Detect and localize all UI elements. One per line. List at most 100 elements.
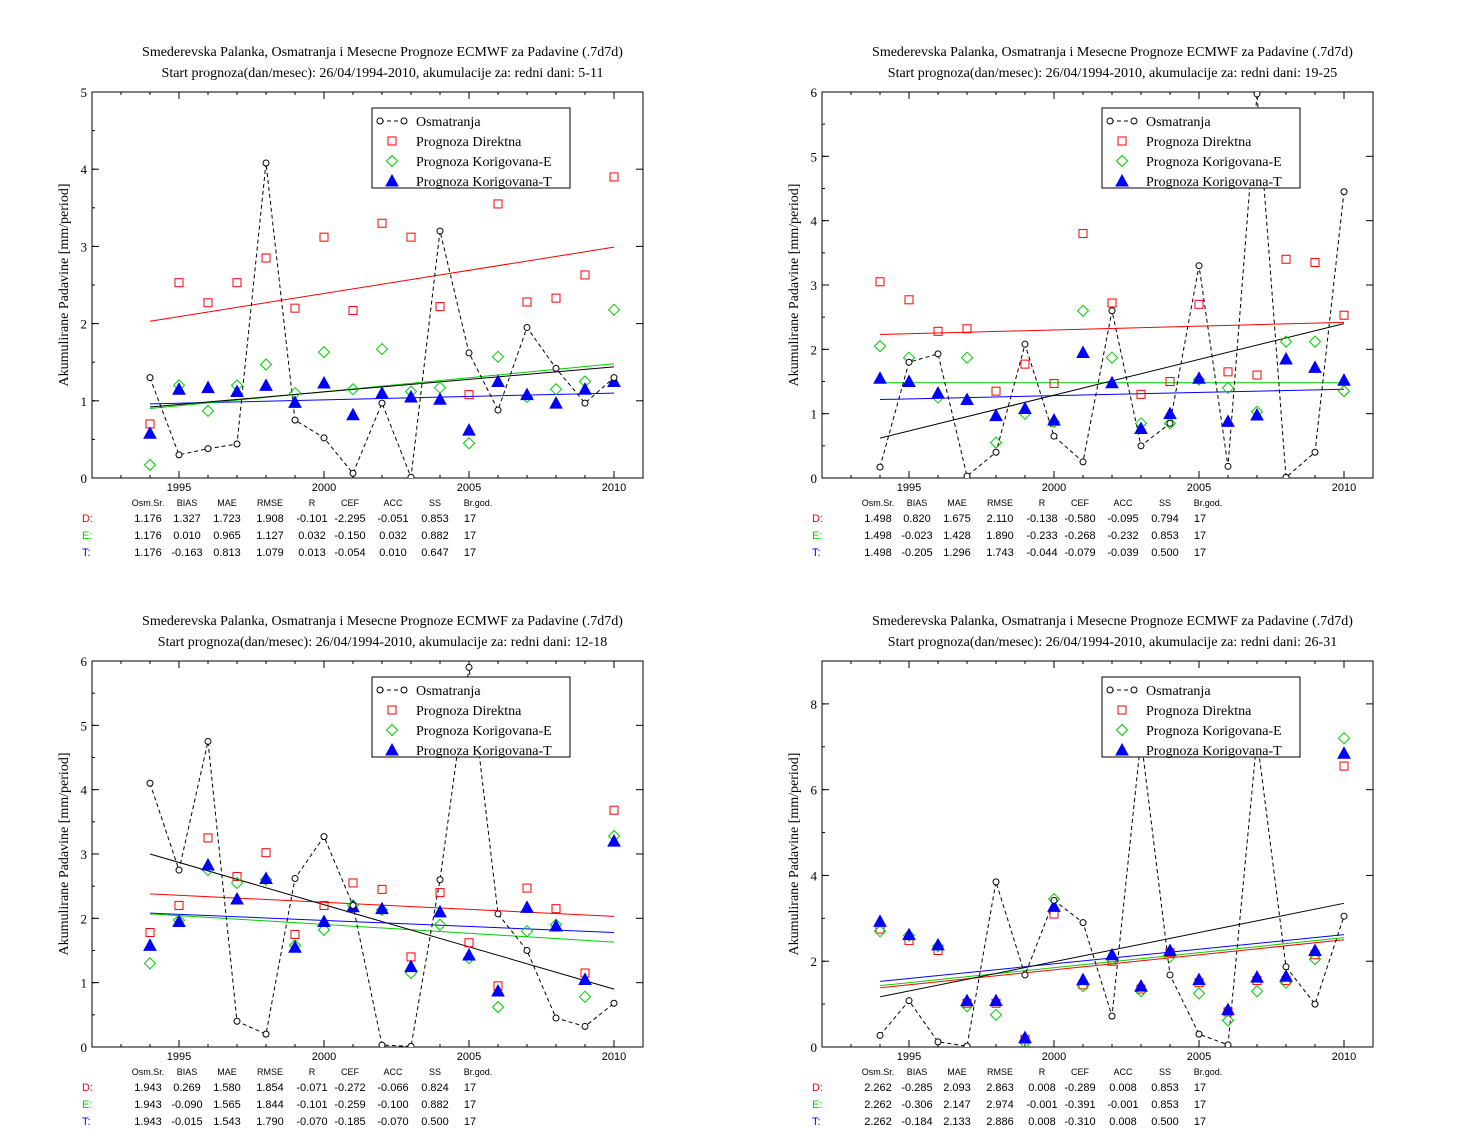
point-obs: [1167, 420, 1173, 426]
point-direct: [552, 294, 560, 302]
stats-row-label: D:: [82, 1082, 93, 1094]
point-obs: [379, 400, 385, 406]
stats-cell: 1.327: [173, 513, 201, 525]
stats-cell: -0.054: [334, 547, 365, 559]
stats-cell: 1.723: [213, 513, 241, 525]
x-tick-label: 1995: [897, 482, 921, 494]
point-corrT: [376, 387, 388, 398]
point-obs: [1283, 474, 1289, 480]
chart-title: Smederevska Palanka, Osmatranja i Mesecn…: [872, 614, 1353, 629]
stats-header: Osm.Sr.: [132, 1067, 165, 1077]
stats-cell: 2.262: [864, 1099, 892, 1111]
point-direct: [291, 304, 299, 312]
point-direct: [349, 306, 357, 314]
stats-cell: -0.070: [377, 1116, 408, 1128]
point-obs: [553, 1015, 559, 1021]
point-obs: [350, 902, 356, 908]
stats-cell: 0.965: [213, 530, 241, 542]
stats-cell: 0.882: [421, 530, 449, 542]
stats-cell: 1.890: [986, 530, 1014, 542]
point-obs: [1196, 263, 1202, 269]
legend-marker: [401, 118, 407, 124]
point-obs: [408, 1043, 414, 1049]
point-obs: [234, 1018, 240, 1024]
point-corrT: [289, 396, 301, 407]
point-corrE: [464, 438, 475, 449]
stats-cell: 0.853: [421, 513, 449, 525]
stats-cell: 1.844: [256, 1099, 284, 1111]
legend-marker: [1107, 687, 1113, 693]
point-obs: [321, 435, 327, 441]
point-obs: [495, 407, 501, 413]
stats-table: Osm.Sr. BIAS MAE RMSE R CEF ACC SS Br.god. D: 1.17…: [82, 498, 492, 559]
stats-cell: 1.675: [943, 513, 971, 525]
point-direct: [1166, 378, 1174, 386]
point-obs: [1312, 1001, 1318, 1007]
stats-cell: 2.262: [864, 1116, 892, 1128]
point-obs: [1022, 972, 1028, 978]
legend-label: Prognoza Korigovana-E: [1146, 155, 1282, 170]
stats-cell: 17: [464, 530, 476, 542]
legend-label: Prognoza Direktna: [1146, 135, 1252, 150]
point-obs: [321, 834, 327, 840]
stats-cell: -0.044: [1026, 547, 1057, 559]
point-obs: [524, 324, 530, 330]
stats-row-label: T:: [82, 547, 91, 559]
x-tick-label: 2005: [1187, 1051, 1211, 1063]
stats-cell: -0.051: [377, 513, 408, 525]
point-obs: [611, 1000, 617, 1006]
chart-panel-1: Smederevska Palanka, Osmatranja i Mesecn…: [57, 45, 643, 559]
point-obs: [1109, 1013, 1115, 1019]
point-corrE: [875, 341, 886, 352]
point-corrE: [1194, 988, 1205, 999]
point-obs: [553, 365, 559, 371]
stats-cell: -0.138: [1026, 513, 1057, 525]
stats-header: R: [1039, 498, 1046, 508]
point-direct: [992, 387, 1000, 395]
point-corrT: [874, 372, 886, 383]
point-corrE: [319, 347, 330, 358]
stats-row-label: T:: [812, 1116, 821, 1128]
stats-cell: 17: [1194, 530, 1206, 542]
stats-cell: -0.101: [296, 1099, 327, 1111]
chart-figure: Smederevska Palanka, Osmatranja i Mesecn…: [0, 0, 1462, 1138]
chart-title: Smederevska Palanka, Osmatranja i Mesecn…: [142, 614, 623, 629]
stats-cell: 1.543: [213, 1116, 241, 1128]
stats-header: Br.god.: [1194, 498, 1223, 508]
x-tick-label: 2005: [457, 1051, 481, 1063]
point-direct: [905, 296, 913, 304]
point-direct: [465, 391, 473, 399]
stats-row-label: E:: [812, 1099, 822, 1111]
point-corrT: [173, 383, 185, 394]
stats-cell: -0.079: [1064, 547, 1095, 559]
stats-header: MAE: [217, 498, 237, 508]
stats-cell: 2.147: [943, 1099, 971, 1111]
point-corrT: [1164, 408, 1176, 419]
chart-title: Smederevska Palanka, Osmatranja i Mesecn…: [872, 45, 1353, 60]
point-obs: [1138, 443, 1144, 449]
point-direct: [1340, 311, 1348, 319]
stats-table: Osm.Sr. BIAS MAE RMSE R CEF ACC SS Br.god.D: 1.49…: [812, 498, 1222, 559]
y-tick-label: 2: [811, 342, 818, 357]
x-tick-label: 2005: [457, 482, 481, 494]
stats-cell: -0.289: [1064, 1082, 1095, 1094]
point-corrE: [522, 926, 533, 937]
stats-cell: 2.262: [864, 1082, 892, 1094]
point-direct: [523, 298, 531, 306]
y-tick-label: 5: [81, 718, 88, 733]
point-obs: [1080, 459, 1086, 465]
stats-cell: 0.032: [298, 530, 326, 542]
legend-marker: [1131, 687, 1137, 693]
stats-cell: 0.010: [173, 530, 201, 542]
stats-cell: 17: [1194, 1099, 1206, 1111]
chart-subtitle: Start prognoza(dan/mesec): 26/04/1994-20…: [158, 635, 607, 650]
x-tick-label: 2010: [1332, 1051, 1356, 1063]
stats-cell: 17: [464, 513, 476, 525]
point-corrT: [434, 393, 446, 404]
point-corrE: [145, 958, 156, 969]
x-tick-label: 2000: [1042, 1051, 1066, 1063]
stats-cell: -0.205: [901, 547, 932, 559]
stats-cell: -0.001: [1107, 1099, 1138, 1111]
point-direct: [349, 879, 357, 887]
legend-label: Prognoza Korigovana-T: [416, 175, 552, 190]
